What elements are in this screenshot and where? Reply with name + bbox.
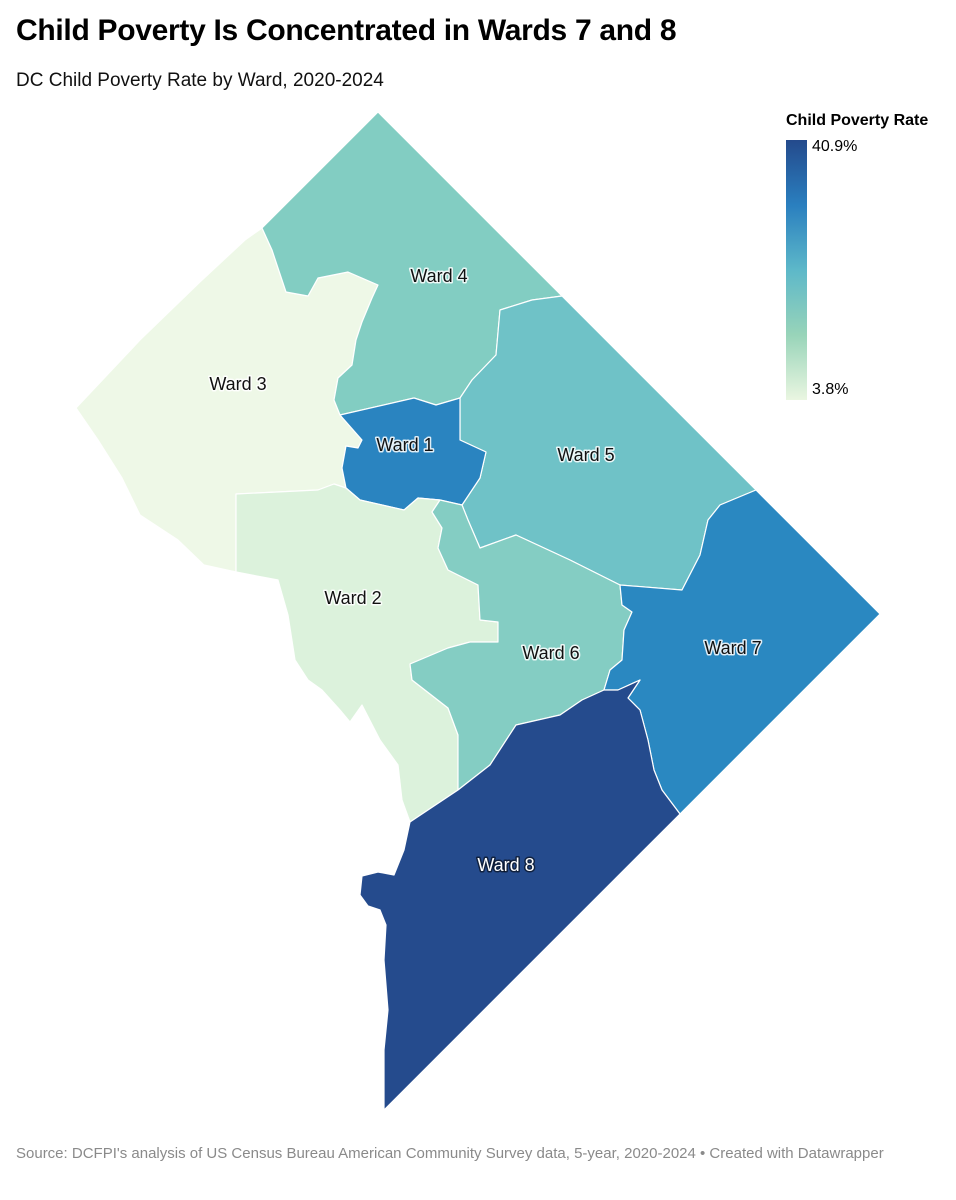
legend-max-label: 40.9% [812, 138, 858, 155]
source-note: Source: DCFPI's analysis of US Census Bu… [16, 1145, 884, 1162]
ward-5-label: Ward 5 [557, 445, 614, 465]
legend-min-label: 3.8% [812, 381, 849, 398]
ward-8-region[interactable] [359, 679, 681, 1111]
ward-2-label: Ward 2 [324, 588, 381, 608]
ward-7-label: Ward 7 [704, 638, 761, 658]
ward-8-label: Ward 8 [477, 855, 534, 875]
chart-subtitle: DC Child Poverty Rate by Ward, 2020-2024 [16, 70, 384, 91]
legend-gradient-bar [786, 140, 807, 400]
ward-6-label: Ward 6 [522, 643, 579, 663]
ward-4-label: Ward 4 [410, 266, 467, 286]
color-legend: Child Poverty Rate 40.9% 3.8% [786, 112, 946, 400]
chart-title: Child Poverty Is Concentrated in Wards 7… [16, 14, 677, 47]
ward-3-label: Ward 3 [209, 374, 266, 394]
ward-1-label: Ward 1 [376, 435, 433, 455]
legend-title: Child Poverty Rate [786, 112, 929, 129]
